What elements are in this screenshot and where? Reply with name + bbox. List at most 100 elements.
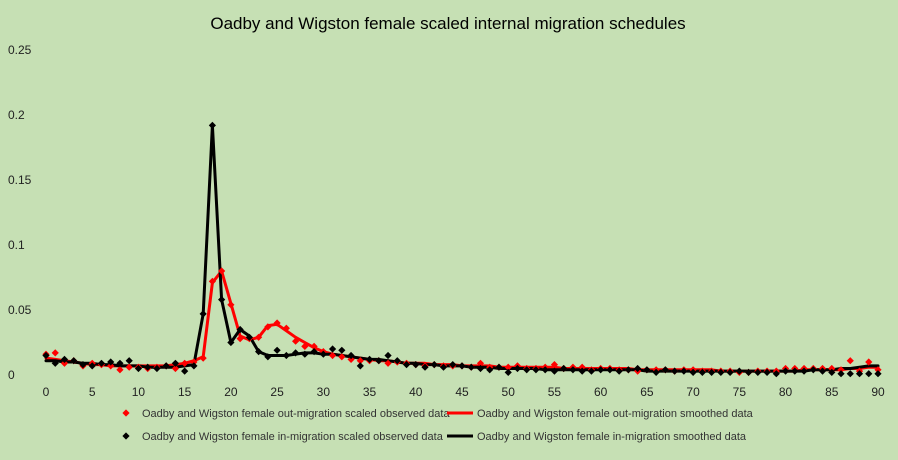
in-migration-observed-point <box>837 370 845 378</box>
in-migration-observed-point <box>772 370 780 378</box>
in-migration-observed-point <box>421 363 429 371</box>
out-migration-observed-point <box>273 319 281 327</box>
in-migration-observed-point <box>606 366 614 374</box>
in-migration-observed-point <box>717 368 725 376</box>
out-migration-observed-point <box>310 342 318 350</box>
in-migration-observed-point <box>763 368 771 376</box>
in-migration-observed-point <box>60 355 69 363</box>
in-migration-observed-point <box>578 367 586 375</box>
in-migration-observed-point <box>671 367 679 375</box>
in-migration-observed-point <box>384 351 392 360</box>
out-migration-observed-point <box>208 277 216 285</box>
x-tick-label: 40 <box>409 385 423 399</box>
x-tick-label: 25 <box>270 385 284 399</box>
in-migration-observed-point <box>42 351 50 360</box>
in-migration-observed-point <box>134 364 143 373</box>
in-migration-observed-point <box>532 366 540 374</box>
in-migration-observed-point <box>809 366 817 374</box>
in-migration-observed-point <box>597 366 605 374</box>
in-migration-observed-point <box>430 361 438 369</box>
in-migration-observed-point <box>855 370 864 378</box>
x-tick-label: 55 <box>548 385 562 399</box>
in-migration-observed-point <box>523 366 531 374</box>
out-migration-observed-point <box>264 323 272 331</box>
in-migration-observed-point <box>560 364 568 373</box>
in-migration-observed-point <box>255 348 263 356</box>
in-migration-observed-point <box>365 355 374 363</box>
in-migration-observed-point <box>828 368 836 376</box>
in-migration-observed-point <box>624 366 632 374</box>
in-migration-observed-point <box>181 367 189 375</box>
out-migration-observed-point <box>116 366 124 374</box>
in-migration-observed-point <box>79 361 87 369</box>
in-migration-observed-point <box>486 366 494 374</box>
in-migration-observed-point <box>144 363 152 371</box>
legend-label: Oadby and Wigston female out-migration s… <box>477 408 754 420</box>
in-migration-observed-point <box>439 363 448 371</box>
in-migration-observed-point <box>467 363 475 371</box>
x-tick-label: 35 <box>363 385 377 399</box>
in-migration-observed-point <box>874 370 882 378</box>
in-migration-observed-point <box>587 367 596 375</box>
in-migration-observed-point <box>504 368 512 376</box>
y-tick-label: 0.1 <box>8 238 25 252</box>
out-migration-observed-point <box>550 361 559 369</box>
y-axis-ticks: 0 0.05 0.1 0.15 0.2 0.25 <box>8 43 32 382</box>
out-migration-observed-point <box>476 359 485 367</box>
x-tick-label: 45 <box>455 385 469 399</box>
legend-label: Oadby and Wigston female in-migration sc… <box>142 431 444 443</box>
in-migration-observed-point <box>116 359 124 367</box>
in-migration-observed-point <box>569 366 577 374</box>
in-migration-observed-point <box>282 351 290 360</box>
in-migration-observed-point <box>634 364 642 373</box>
in-migration-observed-point <box>402 361 411 369</box>
in-migration-observed-point <box>171 359 180 367</box>
legend-label: Oadby and Wigston female in-migration sm… <box>477 431 747 443</box>
in-migration-observed-point <box>781 367 790 375</box>
in-migration-observed-point <box>744 368 753 376</box>
out-migration-observed-point <box>227 301 235 309</box>
y-tick-label: 0 <box>8 368 15 382</box>
x-tick-label: 70 <box>686 385 700 399</box>
x-tick-label: 90 <box>871 385 885 399</box>
x-tick-label: 85 <box>825 385 839 399</box>
in-migration-observed-point <box>476 364 485 373</box>
out-migration-observed-point <box>60 359 69 367</box>
in-migration-observed-point <box>818 367 827 375</box>
out-migration-observed-point <box>51 349 59 357</box>
in-migration-observed-point <box>652 368 660 376</box>
in-migration-observed-point <box>735 367 743 375</box>
out-migration-observed-point <box>865 358 873 366</box>
in-migration-observed-point <box>375 357 383 365</box>
in-migration-observed-point <box>88 362 96 370</box>
in-migration-observed-point <box>319 350 327 358</box>
in-migration-observed-point <box>680 367 688 375</box>
x-tick-label: 0 <box>43 385 50 399</box>
in-migration-observed-point <box>513 364 522 373</box>
in-migration-observed-points <box>42 121 882 378</box>
in-migration-observed-point <box>495 363 503 371</box>
legend: Oadby and Wigston female out-migration s… <box>122 408 754 443</box>
out-migration-observed-point <box>837 366 845 374</box>
in-migration-observed-point <box>273 346 281 354</box>
out-migration-observed-point <box>874 366 882 374</box>
in-migration-observed-point <box>199 310 207 318</box>
out-migration-observed-point <box>504 363 512 371</box>
x-tick-label: 50 <box>502 385 516 399</box>
in-migration-observed-point <box>708 368 716 376</box>
y-tick-label: 0.25 <box>8 43 32 57</box>
in-migration-observed-point <box>310 348 318 356</box>
in-migration-observed-point <box>412 361 420 369</box>
in-migration-observed-point <box>643 366 651 374</box>
out-migration-observed-point <box>255 333 263 341</box>
out-migration-observed-point <box>356 357 364 365</box>
in-migration-observed-point <box>800 367 808 375</box>
x-tick-label: 20 <box>224 385 238 399</box>
legend-label: Oadby and Wigston female out-migration s… <box>142 408 450 420</box>
in-migration-observed-point <box>550 367 559 375</box>
in-migration-observed-point <box>218 296 226 304</box>
in-migration-observed-point <box>227 338 235 347</box>
y-tick-label: 0.05 <box>8 303 32 317</box>
